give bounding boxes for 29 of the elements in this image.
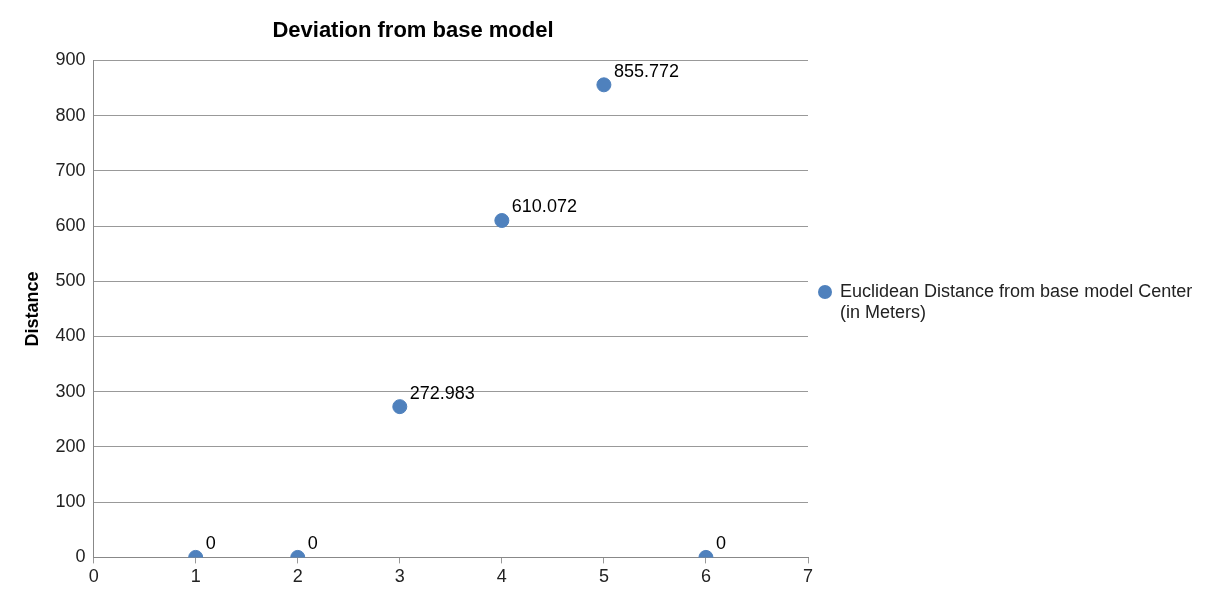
point bbox=[596, 77, 612, 93]
y-tick-label: 400 bbox=[55, 325, 86, 346]
y-tick-label: 600 bbox=[55, 215, 86, 236]
x-tick-label: 2 bbox=[292, 566, 303, 587]
data-label: 0 bbox=[715, 533, 726, 554]
point bbox=[494, 213, 510, 229]
y-tick-label: 300 bbox=[55, 380, 86, 401]
y-tick-label: 800 bbox=[55, 104, 86, 125]
y-tick-label: 900 bbox=[55, 49, 86, 70]
y-tick-label: 200 bbox=[55, 435, 86, 456]
data-label: 0 bbox=[205, 533, 216, 554]
chart-title: Deviation from base model bbox=[272, 17, 554, 43]
legend-label: Euclidean Distance from base model Center (in Meters) bbox=[840, 281, 1194, 323]
y-tick-label: 700 bbox=[55, 159, 86, 180]
data-label: 0 bbox=[307, 533, 318, 554]
x-tick-label: 3 bbox=[394, 566, 405, 587]
x-tick-label: 4 bbox=[496, 566, 507, 587]
y-tick-label: 500 bbox=[55, 270, 86, 291]
x-tick-label: 0 bbox=[88, 566, 99, 587]
y-tick-label: 100 bbox=[55, 491, 86, 512]
y-tick-label: 0 bbox=[75, 546, 86, 567]
x-tick-label: 7 bbox=[802, 566, 814, 587]
data-label: 610.072 bbox=[511, 196, 577, 217]
x-tick-label: 1 bbox=[190, 566, 201, 587]
data-label: 855.772 bbox=[613, 60, 679, 81]
data-label: 272.983 bbox=[409, 382, 475, 403]
x-tick-label: 6 bbox=[700, 566, 711, 587]
y-axis-title: Distance bbox=[21, 271, 42, 347]
x-tick-label: 5 bbox=[598, 566, 609, 587]
